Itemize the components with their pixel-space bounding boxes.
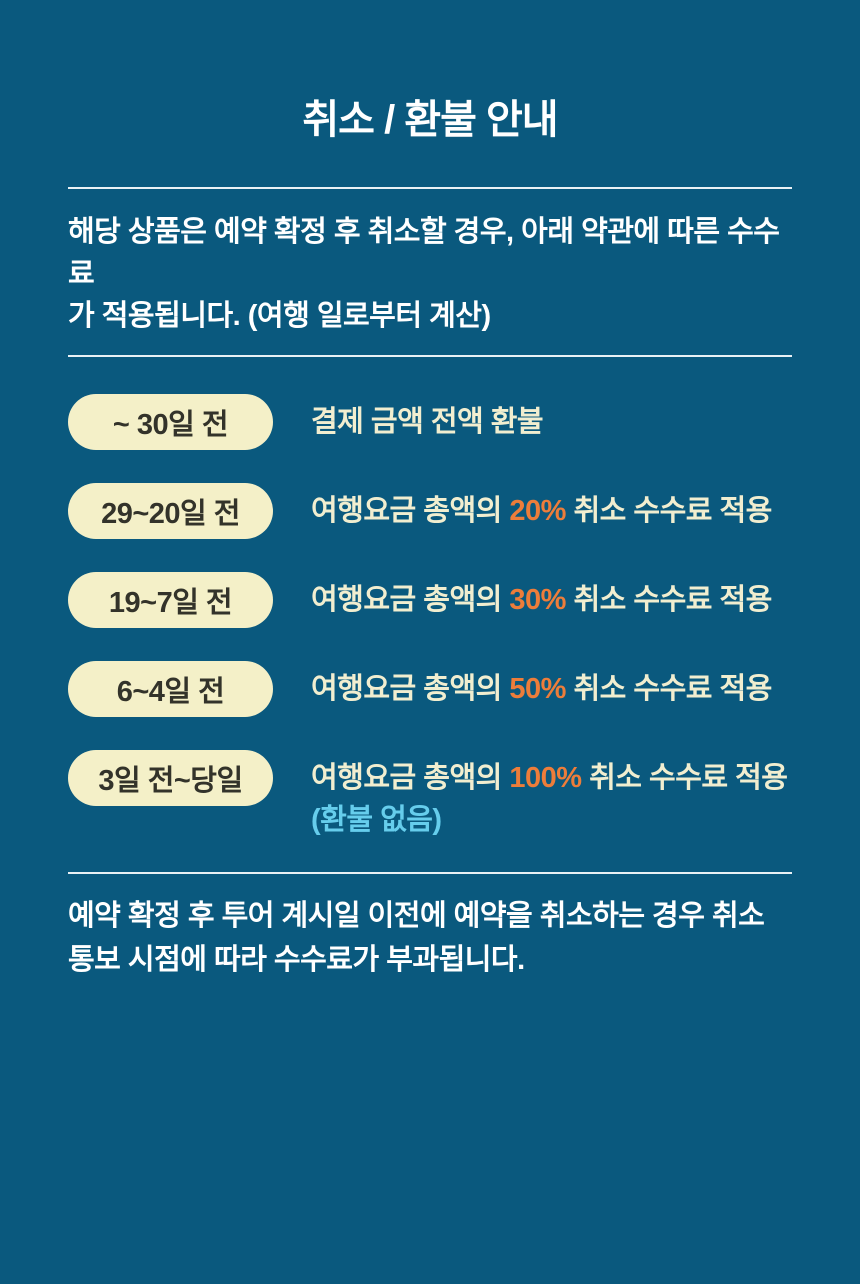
policy-text: 여행요금 총액의 [311, 495, 510, 527]
divider [68, 187, 792, 189]
policy-row: 6~4일 전 여행요금 총액의 50% 취소 수수료 적용 [68, 661, 792, 717]
intro-line: 가 적용됩니다. (여행 일로부터 계산) [68, 300, 491, 332]
period-badge: 29~20일 전 [68, 483, 273, 539]
policy-description: 여행요금 총액의 20% 취소 수수료 적용 [311, 483, 772, 532]
policy-description: 여행요금 총액의 30% 취소 수수료 적용 [311, 572, 772, 621]
policy-text: 결제 금액 전액 환불 [311, 406, 544, 438]
policy-row: ~ 30일 전 결제 금액 전액 환불 [68, 394, 792, 450]
refund-notice-panel: 취소 / 환불 안내 해당 상품은 예약 확정 후 취소할 경우, 아래 약관에… [0, 95, 860, 982]
intro-paragraph: 해당 상품은 예약 확정 후 취소할 경우, 아래 약관에 따른 수수료 가 적… [68, 211, 792, 337]
fee-percentage: 20% [509, 495, 566, 527]
divider [68, 872, 792, 874]
fee-percentage: 50% [509, 673, 566, 705]
footer-line: 통보 시점에 따라 수수료가 부과됩니다. [68, 944, 525, 976]
fee-percentage: 100% [509, 762, 582, 794]
policy-text: 여행요금 총액의 [311, 673, 510, 705]
policy-text: 취소 수수료 적용 [581, 762, 788, 794]
policy-row: 19~7일 전 여행요금 총액의 30% 취소 수수료 적용 [68, 572, 792, 628]
period-badge: ~ 30일 전 [68, 394, 273, 450]
policy-description: 여행요금 총액의 50% 취소 수수료 적용 [311, 661, 772, 710]
page-title: 취소 / 환불 안내 [302, 98, 558, 142]
fee-percentage: 30% [509, 584, 566, 616]
footer-paragraph: 예약 확정 후 투어 계시일 이전에 예약을 취소하는 경우 취소 통보 시점에… [68, 894, 792, 982]
policy-text: 여행요금 총액의 [311, 762, 510, 794]
policy-row: 29~20일 전 여행요금 총액의 20% 취소 수수료 적용 [68, 483, 792, 539]
period-badge: 6~4일 전 [68, 661, 273, 717]
policy-description: 결제 금액 전액 환불 [311, 394, 544, 443]
policy-text: 취소 수수료 적용 [565, 673, 772, 705]
policy-description: 여행요금 총액의 100% 취소 수수료 적용 (환불 없음) [311, 750, 788, 841]
period-badge: 19~7일 전 [68, 572, 273, 628]
footer-line: 예약 확정 후 투어 계시일 이전에 예약을 취소하는 경우 취소 [68, 900, 765, 932]
policy-text: 여행요금 총액의 [311, 584, 510, 616]
policy-text: 취소 수수료 적용 [565, 584, 772, 616]
policy-note: (환불 없음) [311, 804, 442, 836]
policy-text: 취소 수수료 적용 [565, 495, 772, 527]
policy-list: ~ 30일 전 결제 금액 전액 환불 29~20일 전 여행요금 총액의 20… [68, 394, 792, 841]
intro-line: 해당 상품은 예약 확정 후 취소할 경우, 아래 약관에 따른 수수료 [68, 216, 780, 290]
divider [68, 355, 792, 357]
period-badge: 3일 전~당일 [68, 750, 273, 806]
policy-row: 3일 전~당일 여행요금 총액의 100% 취소 수수료 적용 (환불 없음) [68, 750, 792, 841]
